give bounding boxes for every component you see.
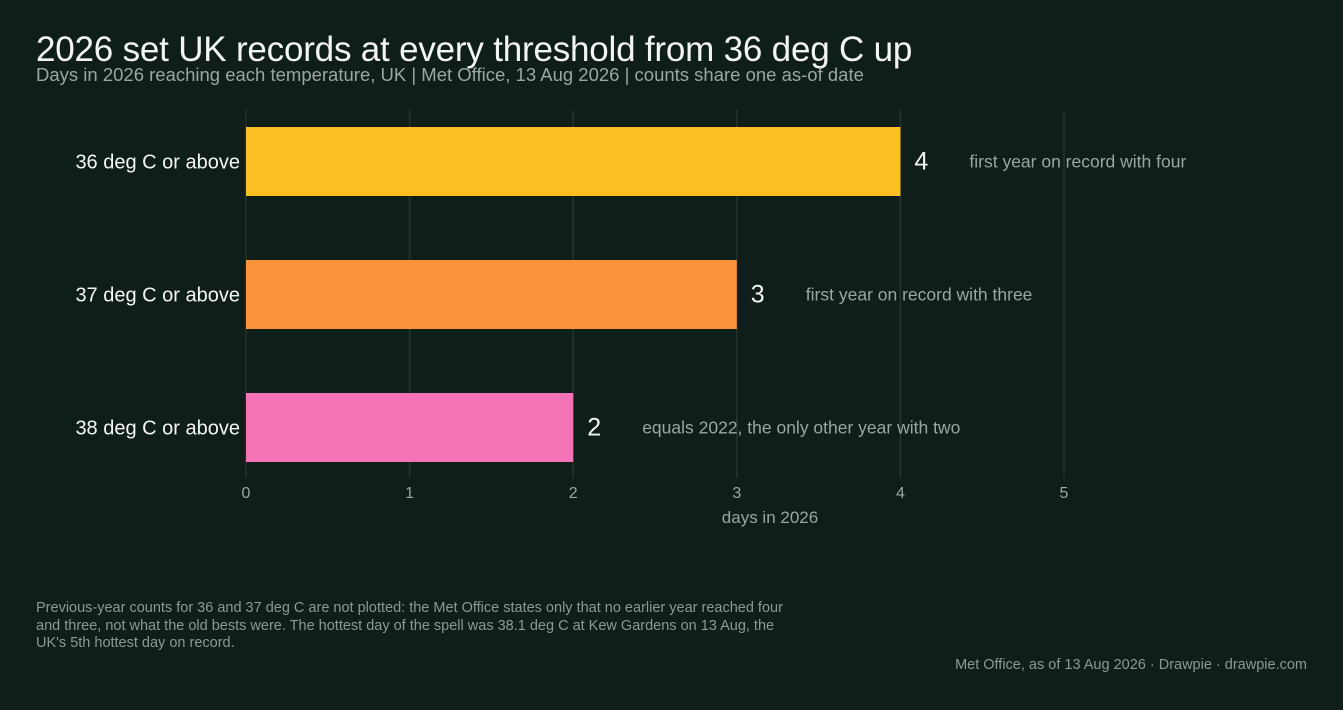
x-tick-label: 3 xyxy=(732,485,741,502)
x-tick-label: 5 xyxy=(1060,485,1069,502)
value-label: 3 xyxy=(751,281,765,309)
category-label: 37 deg C or above xyxy=(75,285,240,307)
bar-annotation: first year on record with three xyxy=(806,285,1033,305)
bars xyxy=(246,127,901,462)
x-tick-label: 0 xyxy=(242,485,251,502)
value-label: 4 xyxy=(914,148,928,176)
category-label: 38 deg C or above xyxy=(75,418,240,440)
footnote: Previous-year counts for 36 and 37 deg C… xyxy=(36,600,783,651)
bar xyxy=(246,127,901,196)
bar xyxy=(246,393,574,462)
x-tick-label: 1 xyxy=(405,485,414,502)
bar xyxy=(246,260,737,329)
chart-title: 2026 set UK records at every threshold f… xyxy=(36,30,913,69)
bar-chart: 0 1 2 3 4 5 36 deg C or above 4 first year on re… xyxy=(75,110,1186,527)
x-tick-label: 4 xyxy=(896,485,905,502)
x-tick-label: 2 xyxy=(569,485,578,502)
chart-subtitle: Days in 2026 reaching each temperature, … xyxy=(36,64,864,85)
source-credit: Met Office, as of 13 Aug 2026 · Drawpie … xyxy=(955,657,1307,673)
labels: 0 1 2 3 4 5 36 deg C or above 4 first year on re… xyxy=(75,148,1186,503)
category-label: 36 deg C or above xyxy=(75,152,240,174)
x-axis-label: days in 2026 xyxy=(722,508,818,527)
bar-annotation: equals 2022, the only other year with tw… xyxy=(642,418,960,438)
bar-annotation: first year on record with four xyxy=(969,152,1186,172)
value-label: 2 xyxy=(587,414,601,442)
